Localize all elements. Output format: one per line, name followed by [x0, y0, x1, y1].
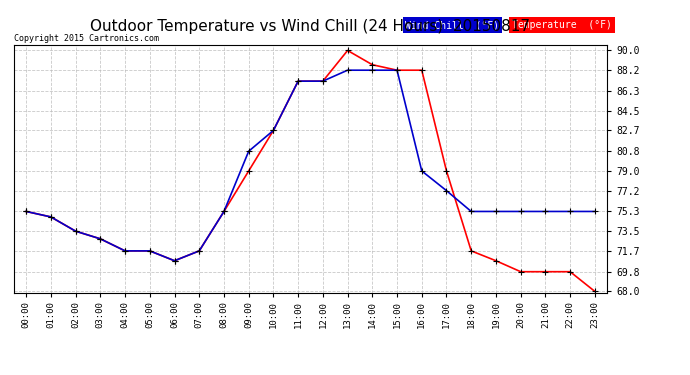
Text: Temperature  (°F): Temperature (°F) — [512, 20, 612, 30]
Text: Copyright 2015 Cartronics.com: Copyright 2015 Cartronics.com — [14, 34, 159, 43]
Text: Outdoor Temperature vs Wind Chill (24 Hours)  20150817: Outdoor Temperature vs Wind Chill (24 Ho… — [90, 19, 531, 34]
Text: Wind Chill  (°F): Wind Chill (°F) — [406, 20, 500, 30]
